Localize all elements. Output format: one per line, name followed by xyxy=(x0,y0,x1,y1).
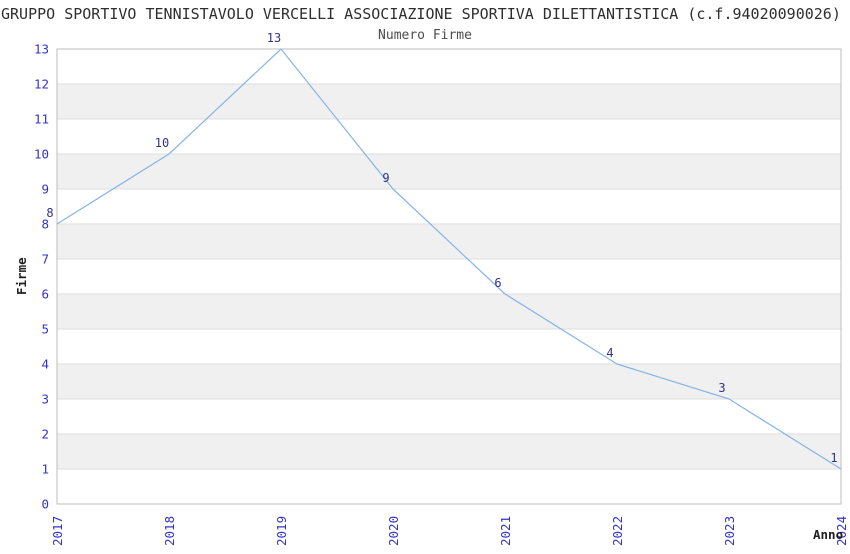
data-point-label: 8 xyxy=(46,206,53,220)
data-point-label: 9 xyxy=(382,171,389,185)
y-tick-label: 12 xyxy=(34,77,49,92)
data-point-label: 1 xyxy=(830,451,837,465)
y-tick-label: 9 xyxy=(41,182,49,197)
y-tick-label: 6 xyxy=(41,287,49,302)
data-point-label: 6 xyxy=(494,276,501,290)
data-point-label: 13 xyxy=(267,31,281,45)
x-tick-label: 2018 xyxy=(162,516,177,546)
y-tick-label: 8 xyxy=(41,217,49,232)
y-tick-label: 5 xyxy=(41,322,49,337)
chart-title: GRUPPO SPORTIVO TENNISTAVOLO VERCELLI AS… xyxy=(1,5,841,23)
y-tick-label: 7 xyxy=(41,252,49,267)
plot-border xyxy=(56,48,842,505)
y-tick-label: 1 xyxy=(41,462,49,477)
data-point-label: 3 xyxy=(718,381,725,395)
y-tick-label: 10 xyxy=(34,147,49,162)
x-axis-title: Anno xyxy=(813,527,843,542)
data-line xyxy=(56,48,842,470)
y-tick-label: 2 xyxy=(41,427,49,442)
y-tick-label: 4 xyxy=(41,357,49,372)
y-axis-title: Firme xyxy=(14,257,29,295)
x-tick-label: 2021 xyxy=(498,516,513,546)
y-tick-label: 13 xyxy=(34,42,49,57)
x-tick-label: 2020 xyxy=(386,516,401,546)
data-point-label: 10 xyxy=(155,136,169,150)
y-tick-label: 3 xyxy=(41,392,49,407)
x-tick-label: 2024 xyxy=(834,516,849,546)
data-point-label: 4 xyxy=(606,346,613,360)
x-tick-label: 2017 xyxy=(50,516,65,546)
x-tick-label: 2022 xyxy=(610,516,625,546)
y-tick-label: 0 xyxy=(41,497,49,512)
band-shading xyxy=(57,84,841,119)
band-shading xyxy=(57,434,841,469)
y-tick-label: 11 xyxy=(34,112,49,127)
x-tick-label: 2023 xyxy=(722,516,737,546)
x-tick-label: 2019 xyxy=(274,516,289,546)
band-shading xyxy=(57,294,841,329)
band-shading xyxy=(57,154,841,189)
chart-subtitle: Numero Firme xyxy=(378,28,472,43)
